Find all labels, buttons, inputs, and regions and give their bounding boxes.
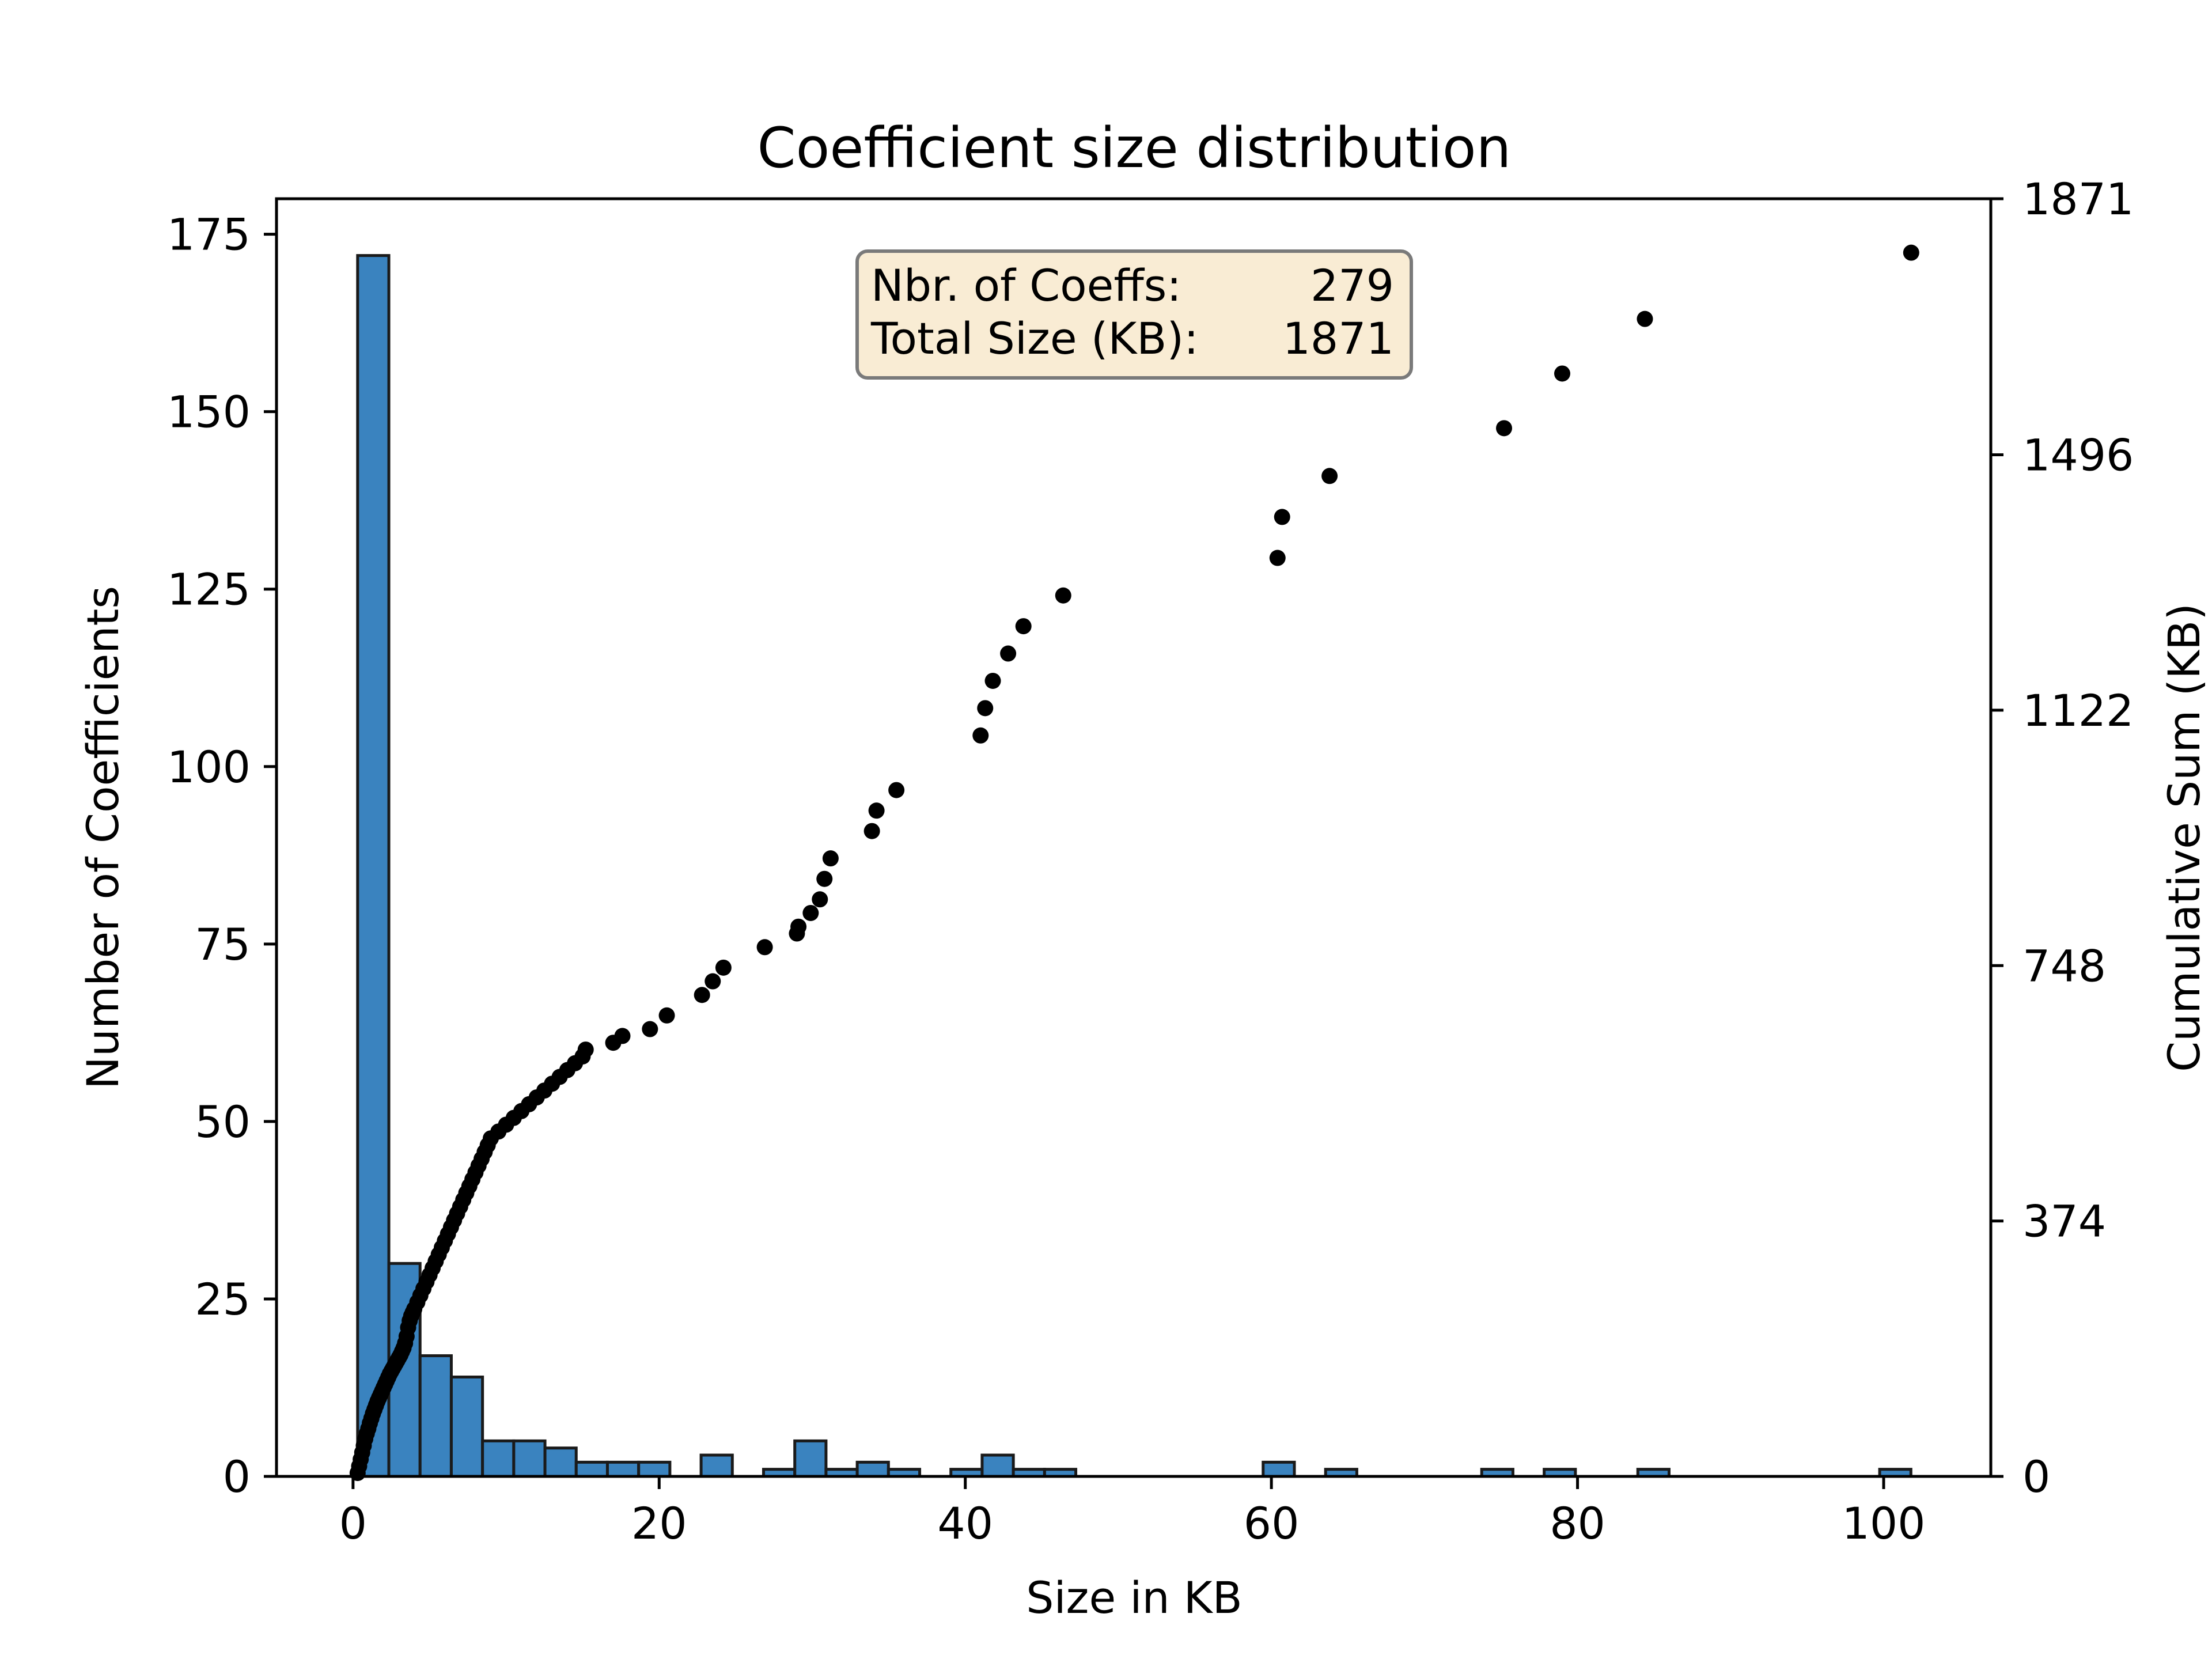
histogram-bar <box>855 1460 890 1478</box>
cumulative-point <box>1903 244 1919 261</box>
x-axis: 0 20 40 60 80 100 <box>339 1476 1926 1549</box>
cumulative-point <box>1637 310 1653 327</box>
cumulative-point <box>577 1041 594 1058</box>
y-right-tick-label: 1122 <box>2022 685 2134 736</box>
plot-frame <box>275 197 1993 1478</box>
stats-box-background <box>855 249 1413 380</box>
x-tick-label: 20 <box>631 1498 687 1549</box>
stats-count-label: Nbr. of Coeffs: <box>871 260 1181 311</box>
cumulative-point <box>812 891 828 908</box>
histogram-bar <box>574 1460 609 1478</box>
histogram-bar <box>637 1460 672 1478</box>
histogram-bars <box>356 254 1912 1478</box>
y-left-tick-label: 75 <box>195 919 251 970</box>
y-left-tick-label: 25 <box>195 1274 251 1325</box>
y-right-tick-label: 1871 <box>2022 173 2134 225</box>
cumulative-point <box>816 870 833 887</box>
cumulative-point <box>704 973 721 990</box>
x-tick-label: 100 <box>1842 1498 1925 1549</box>
cumulative-point <box>1015 618 1032 635</box>
chart-title: Coefficient size distribution <box>757 116 1512 180</box>
histogram-bar <box>418 1354 453 1478</box>
cumulative-point <box>1274 509 1290 525</box>
cumulative-point <box>868 802 885 819</box>
y-left-tick-label: 100 <box>167 741 251 793</box>
y-left-tick-label: 150 <box>167 387 251 438</box>
cumulative-point <box>1321 468 1338 484</box>
y-left-tick-label: 0 <box>223 1451 251 1502</box>
cumulative-point <box>642 1021 658 1037</box>
y-axis-right: 0 374 748 1122 1496 1871 <box>1991 173 2134 1502</box>
cumulative-point <box>694 987 710 1003</box>
cumulative-point <box>756 939 773 956</box>
cumulative-point <box>715 959 732 976</box>
x-tick-label: 0 <box>339 1498 367 1549</box>
y-axis-left: 0 25 50 75 100 125 150 175 <box>167 209 276 1502</box>
x-tick-label: 80 <box>1550 1498 1605 1549</box>
y-left-tick-label: 125 <box>167 564 251 615</box>
cumulative-point <box>888 782 905 798</box>
cumulative-point <box>1496 420 1513 437</box>
stats-size-value: 1871 <box>1283 313 1394 364</box>
stats-size-label: Total Size (KB): <box>870 313 1199 364</box>
cumulative-point <box>822 850 839 867</box>
histogram-bar <box>605 1460 641 1478</box>
histogram-bar <box>793 1439 828 1478</box>
y-right-tick-label: 1496 <box>2022 430 2134 481</box>
y-axis-left-label: Number of Coefficients <box>77 586 128 1089</box>
cumulative-point <box>1000 645 1017 662</box>
cumulative-points <box>349 244 1919 1482</box>
y-axis-right-label: Cumulative Sum (KB) <box>2158 603 2210 1072</box>
y-left-tick-label: 50 <box>195 1096 251 1147</box>
histogram-bar <box>356 254 391 1478</box>
histogram-bar <box>449 1375 484 1478</box>
y-right-tick-label: 748 <box>2022 940 2106 991</box>
y-right-tick-label: 374 <box>2022 1196 2106 1247</box>
histogram-bar <box>1262 1460 1296 1478</box>
cumulative-point <box>658 1007 675 1024</box>
y-left-tick-label: 175 <box>167 209 251 260</box>
y-right-tick-label: 0 <box>2022 1451 2050 1502</box>
histogram-bar <box>980 1453 1015 1478</box>
histogram-bar <box>481 1439 516 1478</box>
cumulative-point <box>790 918 807 935</box>
stats-box: Nbr. of Coeffs: 279 Total Size (KB): 187… <box>855 249 1413 380</box>
cumulative-point <box>1055 587 1071 604</box>
cumulative-point <box>984 672 1001 689</box>
cumulative-point <box>977 700 994 717</box>
cumulative-point <box>1554 365 1570 382</box>
cumulative-point <box>802 904 819 921</box>
x-axis-label: Size in KB <box>1026 1572 1243 1623</box>
cumulative-point <box>972 727 989 744</box>
histogram-bar <box>699 1453 734 1478</box>
histogram-bar <box>543 1446 578 1478</box>
cumulative-point <box>863 823 880 839</box>
stats-count-value: 279 <box>1310 260 1394 311</box>
x-tick-label: 40 <box>937 1498 993 1549</box>
x-tick-label: 60 <box>1244 1498 1300 1549</box>
cumulative-point <box>614 1028 631 1044</box>
histogram-bar <box>512 1439 547 1478</box>
cumulative-point <box>1269 550 1286 566</box>
